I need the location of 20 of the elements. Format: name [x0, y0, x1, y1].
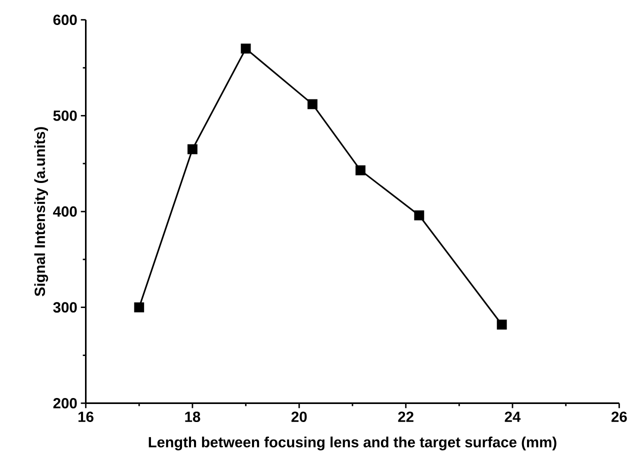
point: [134, 302, 144, 312]
point: [496, 320, 507, 330]
point: [414, 210, 424, 220]
point: [356, 165, 366, 176]
x-axis-title: Length between focusing lens and the target surface (mm): [148, 436, 556, 450]
x-tick-label: 24: [504, 411, 521, 422]
point: [187, 144, 198, 154]
y-tick-label: 200: [53, 398, 77, 408]
y-tick-label: 500: [53, 110, 77, 121]
y-axis-title: Signal Intensity (a.units): [34, 126, 48, 296]
x-tick-label: 20: [291, 411, 307, 422]
y-tick-label: 600: [53, 14, 77, 25]
y-tick-label: 400: [53, 206, 77, 217]
x-tick-label: 22: [398, 411, 414, 422]
x-tick-label: 16: [78, 411, 94, 422]
point: [240, 43, 251, 54]
y-tick-label: 300: [53, 302, 77, 312]
x-tick-label: 18: [185, 411, 200, 422]
x-tick-label: 26: [612, 411, 627, 422]
point: [308, 99, 318, 110]
